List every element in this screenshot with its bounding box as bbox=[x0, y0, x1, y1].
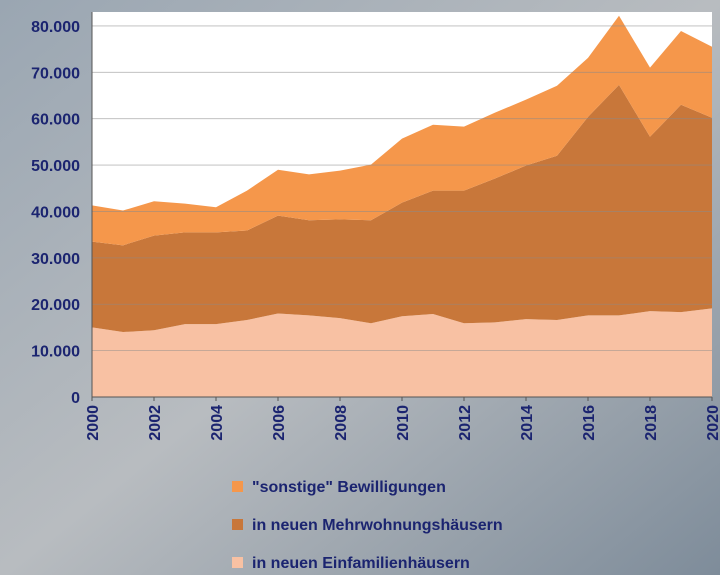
legend-label: in neuen Einfamilienhäusern bbox=[252, 555, 470, 572]
x-tick-label: 2010 bbox=[395, 405, 412, 441]
y-tick-label: 70.000 bbox=[31, 65, 80, 82]
x-tick-label: 2020 bbox=[705, 405, 720, 441]
x-tick-label: 2016 bbox=[581, 405, 598, 441]
y-tick-label: 50.000 bbox=[31, 158, 80, 175]
x-tick-label: 2002 bbox=[147, 405, 164, 441]
y-tick-label: 10.000 bbox=[31, 344, 80, 361]
legend-swatch bbox=[232, 519, 243, 530]
x-tick-label: 2014 bbox=[519, 405, 536, 441]
y-tick-label: 80.000 bbox=[31, 19, 80, 36]
x-tick-label: 2006 bbox=[271, 405, 288, 441]
y-tick-label: 30.000 bbox=[31, 251, 80, 268]
y-tick-label: 20.000 bbox=[31, 297, 80, 314]
y-tick-label: 60.000 bbox=[31, 112, 80, 129]
x-tick-label: 2012 bbox=[457, 405, 474, 441]
x-tick-label: 2000 bbox=[85, 405, 102, 441]
legend-label: "sonstige" Bewilligungen bbox=[252, 479, 446, 496]
area bbox=[92, 15, 712, 246]
x-tick-label: 2004 bbox=[209, 405, 226, 441]
y-tick-label: 0 bbox=[71, 390, 80, 407]
legend-swatch bbox=[232, 481, 243, 492]
x-tick-label: 2008 bbox=[333, 405, 350, 441]
legend-swatch bbox=[232, 557, 243, 568]
legend-label: in neuen Mehrwohnungshäusern bbox=[252, 517, 503, 534]
area bbox=[92, 308, 712, 397]
area bbox=[92, 84, 712, 333]
x-tick-label: 2018 bbox=[643, 405, 660, 441]
y-tick-label: 40.000 bbox=[31, 204, 80, 221]
